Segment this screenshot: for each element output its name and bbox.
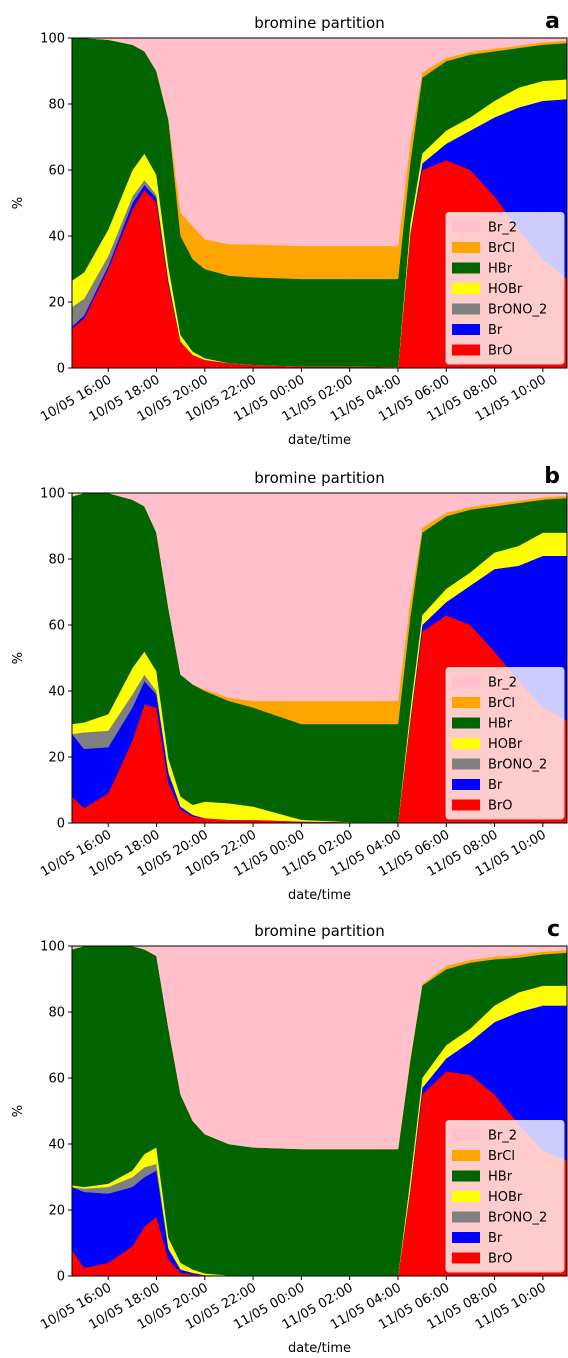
legend-label: BrCl — [488, 1149, 515, 1164]
y-tick-label: 20 — [48, 1204, 65, 1219]
legend-label: Br — [488, 1231, 503, 1246]
legend-label: BrO — [488, 1252, 513, 1267]
legend-label: Br_2 — [488, 676, 517, 691]
legend-label: BrONO_2 — [488, 303, 547, 318]
legend-label: BrONO_2 — [488, 1211, 547, 1226]
legend-label: HBr — [488, 717, 513, 732]
legend-label: HOBr — [488, 737, 523, 752]
legend-swatch — [452, 324, 480, 335]
y-tick-label: 60 — [48, 619, 65, 634]
panel-label: a — [545, 9, 560, 34]
plot-frame — [71, 37, 568, 369]
legend-label: Br — [488, 323, 503, 338]
legend-label: Br_2 — [488, 1129, 517, 1144]
y-tick-label: 80 — [48, 98, 65, 113]
legend-swatch — [452, 1211, 480, 1223]
y-tick-label: 100 — [40, 32, 65, 47]
legend-swatch — [452, 283, 480, 294]
legend-label: HBr — [488, 262, 513, 277]
legend-label: BrONO_2 — [488, 758, 547, 773]
legend-swatch — [452, 799, 480, 811]
y-tick-label: 100 — [40, 940, 65, 955]
legend-swatch — [452, 242, 480, 253]
chart-title: bromine partition — [254, 922, 384, 940]
panel-label: c — [547, 917, 560, 942]
legend-swatch — [452, 1252, 480, 1264]
legend-swatch — [452, 758, 480, 770]
legend-swatch — [452, 1191, 480, 1202]
legend-label: HOBr — [488, 282, 523, 297]
y-tick-label: 40 — [48, 230, 65, 245]
y-axis-label: % — [11, 197, 26, 209]
y-tick-label: 0 — [57, 1270, 65, 1285]
y-tick-label: 60 — [48, 1072, 65, 1087]
chart-title: bromine partition — [254, 469, 384, 487]
y-tick-label: 100 — [40, 487, 65, 502]
legend-swatch — [452, 779, 480, 790]
y-tick-label: 20 — [48, 751, 65, 766]
legend-label: BrO — [488, 799, 513, 814]
legend-swatch — [452, 303, 480, 315]
legend-swatch — [452, 1170, 480, 1182]
legend-label: BrCl — [488, 241, 515, 256]
y-tick-label: 80 — [48, 1006, 65, 1021]
legend-label: HBr — [488, 1170, 513, 1185]
y-axis-label: % — [11, 1105, 26, 1117]
x-axis-label: date/time — [288, 888, 351, 903]
x-axis-label: date/time — [288, 433, 351, 448]
plot-frame — [71, 492, 568, 824]
y-tick-label: 20 — [48, 296, 65, 311]
y-tick-label: 40 — [48, 685, 65, 700]
y-tick-label: 60 — [48, 164, 65, 179]
legend-swatch — [452, 221, 480, 233]
legend-label: HOBr — [488, 1190, 523, 1205]
y-axis-label: % — [11, 652, 26, 664]
legend-swatch — [452, 676, 480, 688]
y-tick-label: 40 — [48, 1138, 65, 1153]
y-tick-label: 0 — [57, 817, 65, 832]
legend-swatch — [452, 262, 480, 274]
x-axis-label: date/time — [288, 1341, 351, 1356]
legend-swatch — [452, 697, 480, 708]
panel-label: b — [544, 464, 560, 489]
legend-swatch — [452, 1150, 480, 1161]
legend-swatch — [452, 738, 480, 749]
legend-swatch — [452, 1129, 480, 1141]
y-tick-label: 80 — [48, 553, 65, 568]
y-tick-label: 0 — [57, 362, 65, 377]
legend-swatch — [452, 344, 480, 356]
legend-label: Br_2 — [488, 221, 517, 236]
legend-swatch — [452, 717, 480, 729]
legend-label: BrO — [488, 344, 513, 359]
plot-frame — [71, 945, 568, 1277]
legend-label: BrCl — [488, 696, 515, 711]
legend-label: Br — [488, 778, 503, 793]
chart-title: bromine partition — [254, 14, 384, 32]
legend-swatch — [452, 1232, 480, 1243]
